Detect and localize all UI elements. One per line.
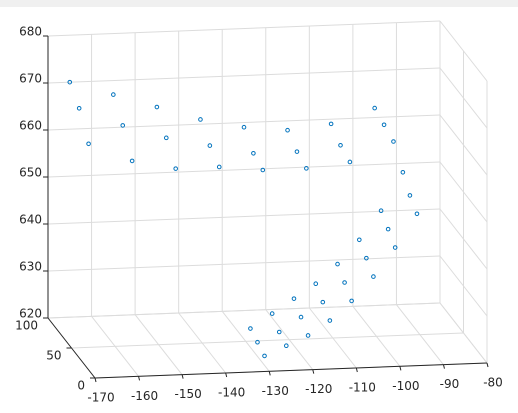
point: [338, 142, 343, 148]
point: [294, 149, 300, 154]
point: [298, 314, 304, 320]
x-tick-label: -150: [174, 387, 201, 401]
grid-line: [47, 255, 441, 272]
point: [305, 333, 311, 338]
x-tick: [399, 366, 402, 371]
point: [111, 92, 116, 97]
x-tick-label: -160: [131, 389, 158, 403]
z-tick-label: 660: [19, 119, 42, 133]
point: [407, 193, 413, 198]
point: [381, 122, 387, 128]
grid-line: [71, 332, 464, 349]
point: [391, 139, 396, 144]
point: [269, 311, 275, 316]
point: [163, 135, 169, 141]
point: [342, 280, 347, 285]
grid-line: [439, 208, 488, 270]
z-tick-label: 650: [19, 166, 42, 180]
point: [372, 105, 377, 111]
grid-line: [439, 114, 488, 176]
x-tick-label: -130: [262, 384, 289, 398]
z-tick-label: 680: [19, 25, 42, 39]
grid-line: [47, 67, 441, 84]
x-tick: [181, 374, 184, 379]
point: [385, 226, 391, 232]
point: [285, 127, 290, 133]
grid-line: [47, 114, 441, 131]
toolbar-strip: [0, 0, 518, 7]
x-tick-label: -110: [349, 381, 376, 395]
point: [347, 159, 353, 165]
x-tick: [486, 362, 489, 368]
point: [378, 208, 384, 214]
point: [414, 211, 420, 217]
point: [328, 121, 334, 127]
point: [173, 166, 178, 171]
x-tick: [442, 364, 445, 369]
point: [248, 326, 253, 331]
y-tick-label: 50: [46, 349, 61, 363]
x-tick-label: -140: [218, 386, 245, 400]
point: [291, 296, 297, 301]
grid-line: [439, 255, 488, 317]
grid-line: [47, 302, 441, 319]
z-tick-label: 670: [19, 72, 42, 86]
point: [320, 299, 326, 305]
grid-line: [439, 67, 488, 129]
point: [262, 353, 267, 359]
point: [304, 166, 309, 171]
grid-line: [439, 302, 488, 364]
point: [76, 105, 82, 111]
point: [364, 255, 369, 261]
x-tick-label: -120: [305, 382, 332, 396]
grid-line: [47, 20, 441, 37]
point: [349, 298, 354, 304]
point: [216, 164, 222, 170]
point: [400, 170, 406, 175]
grid-line: [439, 161, 488, 223]
point: [198, 117, 203, 122]
point: [255, 339, 260, 345]
x-tick-label: -80: [483, 376, 503, 390]
x-tick: [138, 376, 141, 381]
z-tick-label: 630: [19, 260, 42, 274]
point: [86, 141, 91, 147]
point: [371, 274, 376, 279]
x-tick: [268, 371, 271, 376]
point: [327, 318, 333, 323]
z-tick-label: 620: [19, 307, 42, 321]
point: [241, 124, 247, 130]
x-tick-label: -100: [392, 379, 419, 393]
point: [251, 151, 256, 156]
point: [129, 158, 135, 164]
x-tick: [225, 372, 228, 378]
point: [207, 143, 213, 148]
x-axis: [94, 362, 488, 379]
point: [313, 281, 319, 287]
grid-line: [47, 161, 441, 178]
x-tick: [312, 369, 315, 374]
point: [335, 261, 340, 267]
point: [392, 245, 398, 250]
grid-line: [439, 20, 488, 82]
y-tick-label: 100: [15, 319, 38, 333]
x-tick-label: -90: [440, 377, 460, 391]
point: [260, 167, 266, 173]
grid-line: [47, 208, 441, 225]
point: [357, 237, 362, 243]
point: [154, 104, 160, 110]
y-tick-label: 0: [77, 379, 85, 393]
z-tick-label: 640: [19, 213, 42, 227]
point: [284, 343, 289, 349]
x-tick: [94, 377, 97, 383]
point: [120, 123, 126, 128]
x-tick-label: -170: [87, 391, 114, 405]
x-tick: [355, 367, 358, 373]
point: [276, 329, 282, 335]
point: [67, 79, 73, 85]
